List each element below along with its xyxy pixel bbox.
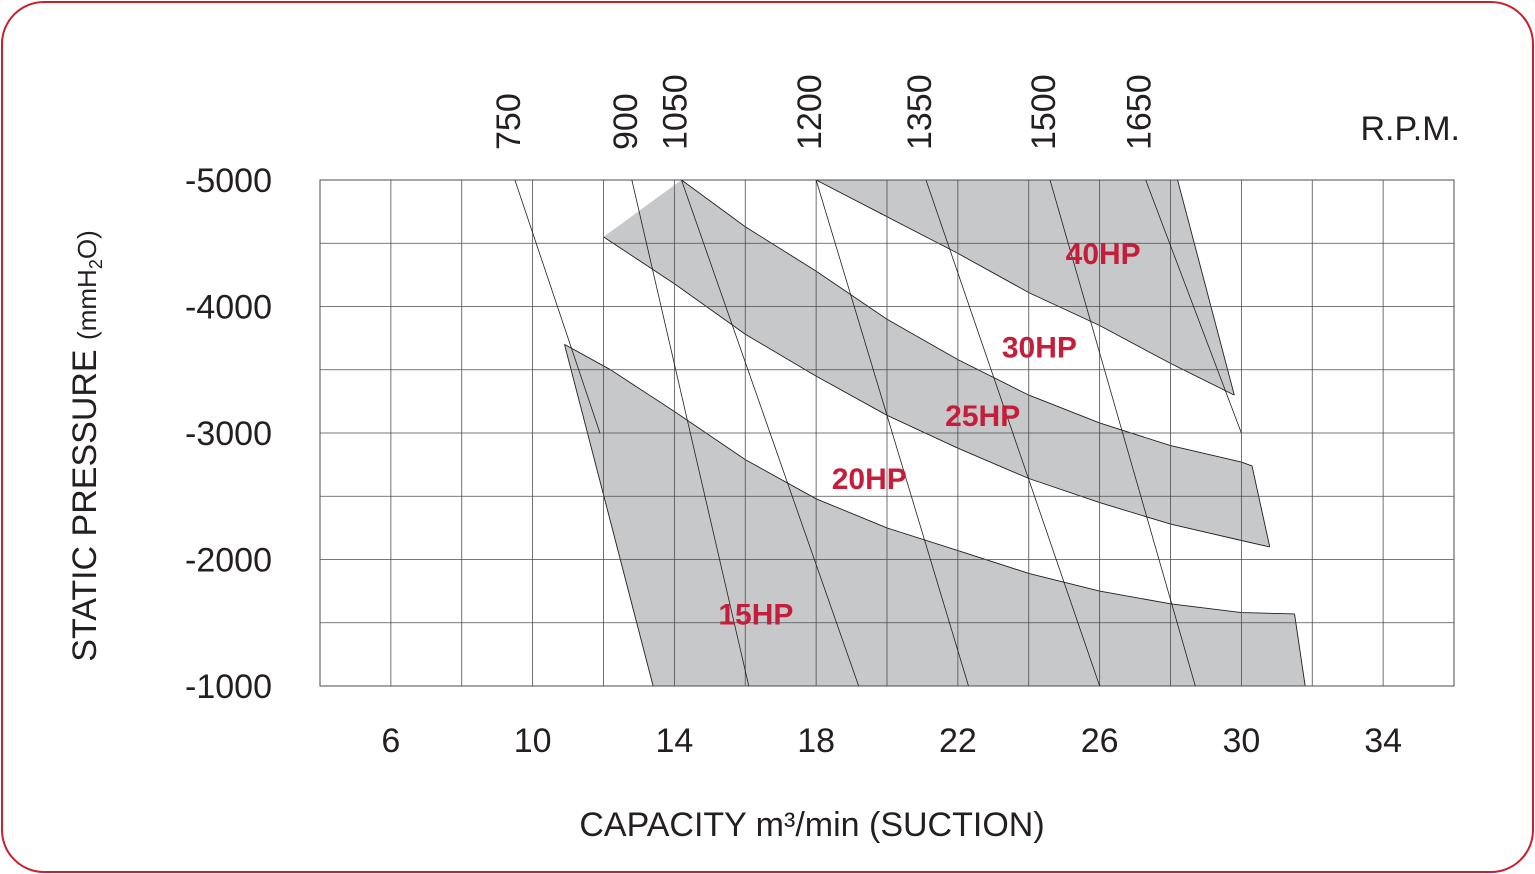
band-edge-15hp: [1294, 613, 1306, 687]
rpm-line-1050: [681, 179, 860, 687]
grid: [319, 179, 1455, 687]
hp-label-25hp: 25HP: [945, 400, 1020, 433]
labels: -5000 -4000 -3000 -2000 -1000 6 10 14 18 22 26 30 34…: [66, 74, 1460, 844]
y-tick-label: -4000: [185, 289, 272, 327]
rpm-line-1500: [1049, 179, 1196, 687]
hp-label-15hp: 15HP: [718, 599, 793, 632]
rpm-lines: [514, 179, 1242, 687]
band-edge-25hp: [1251, 465, 1271, 547]
rpm-label-1200: 1200: [791, 74, 829, 150]
x-tick-label: 22: [939, 722, 977, 760]
x-tick-label: 26: [1081, 722, 1119, 760]
rpm-line-1350: [925, 179, 1101, 687]
rpm-line-750: [514, 179, 601, 434]
y-tick-label: -3000: [185, 415, 272, 453]
rpm-label-1650: 1650: [1121, 74, 1159, 150]
x-tick-label: 14: [655, 722, 693, 760]
band-upper-curve-15hp: [564, 344, 1295, 615]
y-axis-title-sub: 2: [86, 259, 106, 269]
band-left-edge-15hp: [564, 344, 654, 687]
rpm-label-900: 900: [607, 93, 645, 150]
hp-label-20hp: 20HP: [832, 463, 907, 496]
x-tick-label: 30: [1222, 722, 1260, 760]
x-tick-label: 18: [797, 722, 835, 760]
y-tick-label: -5000: [185, 162, 272, 200]
y-tick-label: -1000: [185, 668, 272, 706]
y-axis-title: STATIC PRESSURE (mmH2O): [66, 230, 106, 661]
rpm-label-1050: 1050: [656, 74, 694, 150]
x-axis-title: CAPACITY m³/min (SUCTION): [579, 806, 1044, 844]
band-edge-40hp: [1177, 179, 1235, 396]
x-tick-label: 34: [1364, 722, 1402, 760]
rpm-line-900: [631, 179, 750, 687]
x-tick-label: 10: [514, 722, 552, 760]
rpm-label-750: 750: [490, 93, 528, 150]
rpm-line-1650: [1145, 179, 1242, 434]
rpm-line-1200: [815, 179, 969, 687]
y-axis-title-unit: (mmH: [72, 269, 102, 340]
rpm-axis-label: R.P.M.: [1360, 110, 1460, 148]
band-15hp: [564, 344, 1306, 686]
y-axis-title-main: STATIC PRESSURE: [66, 340, 104, 662]
plot-border: [319, 179, 1455, 687]
rpm-label-1350: 1350: [901, 74, 939, 150]
y-axis-title-suffix: O): [72, 230, 102, 259]
y-tick-label: -2000: [185, 542, 272, 580]
x-tick-label: 6: [381, 722, 400, 760]
hp-label-30hp: 30HP: [1002, 332, 1077, 365]
rpm-label-1500: 1500: [1025, 74, 1063, 150]
hp-bands: [564, 179, 1306, 687]
hp-label-40hp: 40HP: [1066, 238, 1141, 271]
band-25hp: [603, 180, 1270, 547]
